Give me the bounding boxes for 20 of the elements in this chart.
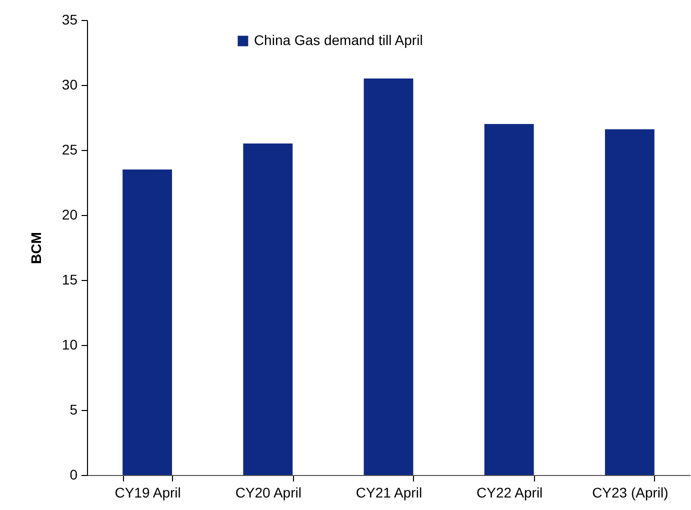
y-tick-label: 30 bbox=[62, 76, 78, 92]
y-tick-label: 0 bbox=[70, 466, 78, 482]
x-tick-label: CY22 April bbox=[476, 484, 543, 500]
x-tick-label: CY23 (April) bbox=[592, 484, 668, 500]
y-tick-label: 10 bbox=[62, 336, 78, 352]
bar bbox=[364, 78, 414, 475]
bar bbox=[122, 170, 172, 475]
bar bbox=[604, 129, 654, 475]
y-axis-title: BCM bbox=[28, 232, 44, 264]
y-tick-label: 15 bbox=[62, 272, 78, 288]
x-tick-label: CY19 April bbox=[114, 484, 181, 500]
x-tick-label: CY21 April bbox=[356, 484, 422, 500]
y-tick-label: 35 bbox=[62, 12, 78, 28]
legend-label: China Gas demand till April bbox=[254, 32, 423, 48]
bar bbox=[484, 124, 534, 475]
y-tick-label: 5 bbox=[70, 402, 78, 418]
x-tick-label: CY20 April bbox=[235, 484, 302, 500]
bar bbox=[243, 144, 293, 475]
y-tick-label: 25 bbox=[62, 142, 78, 158]
y-tick-label: 20 bbox=[62, 206, 78, 222]
